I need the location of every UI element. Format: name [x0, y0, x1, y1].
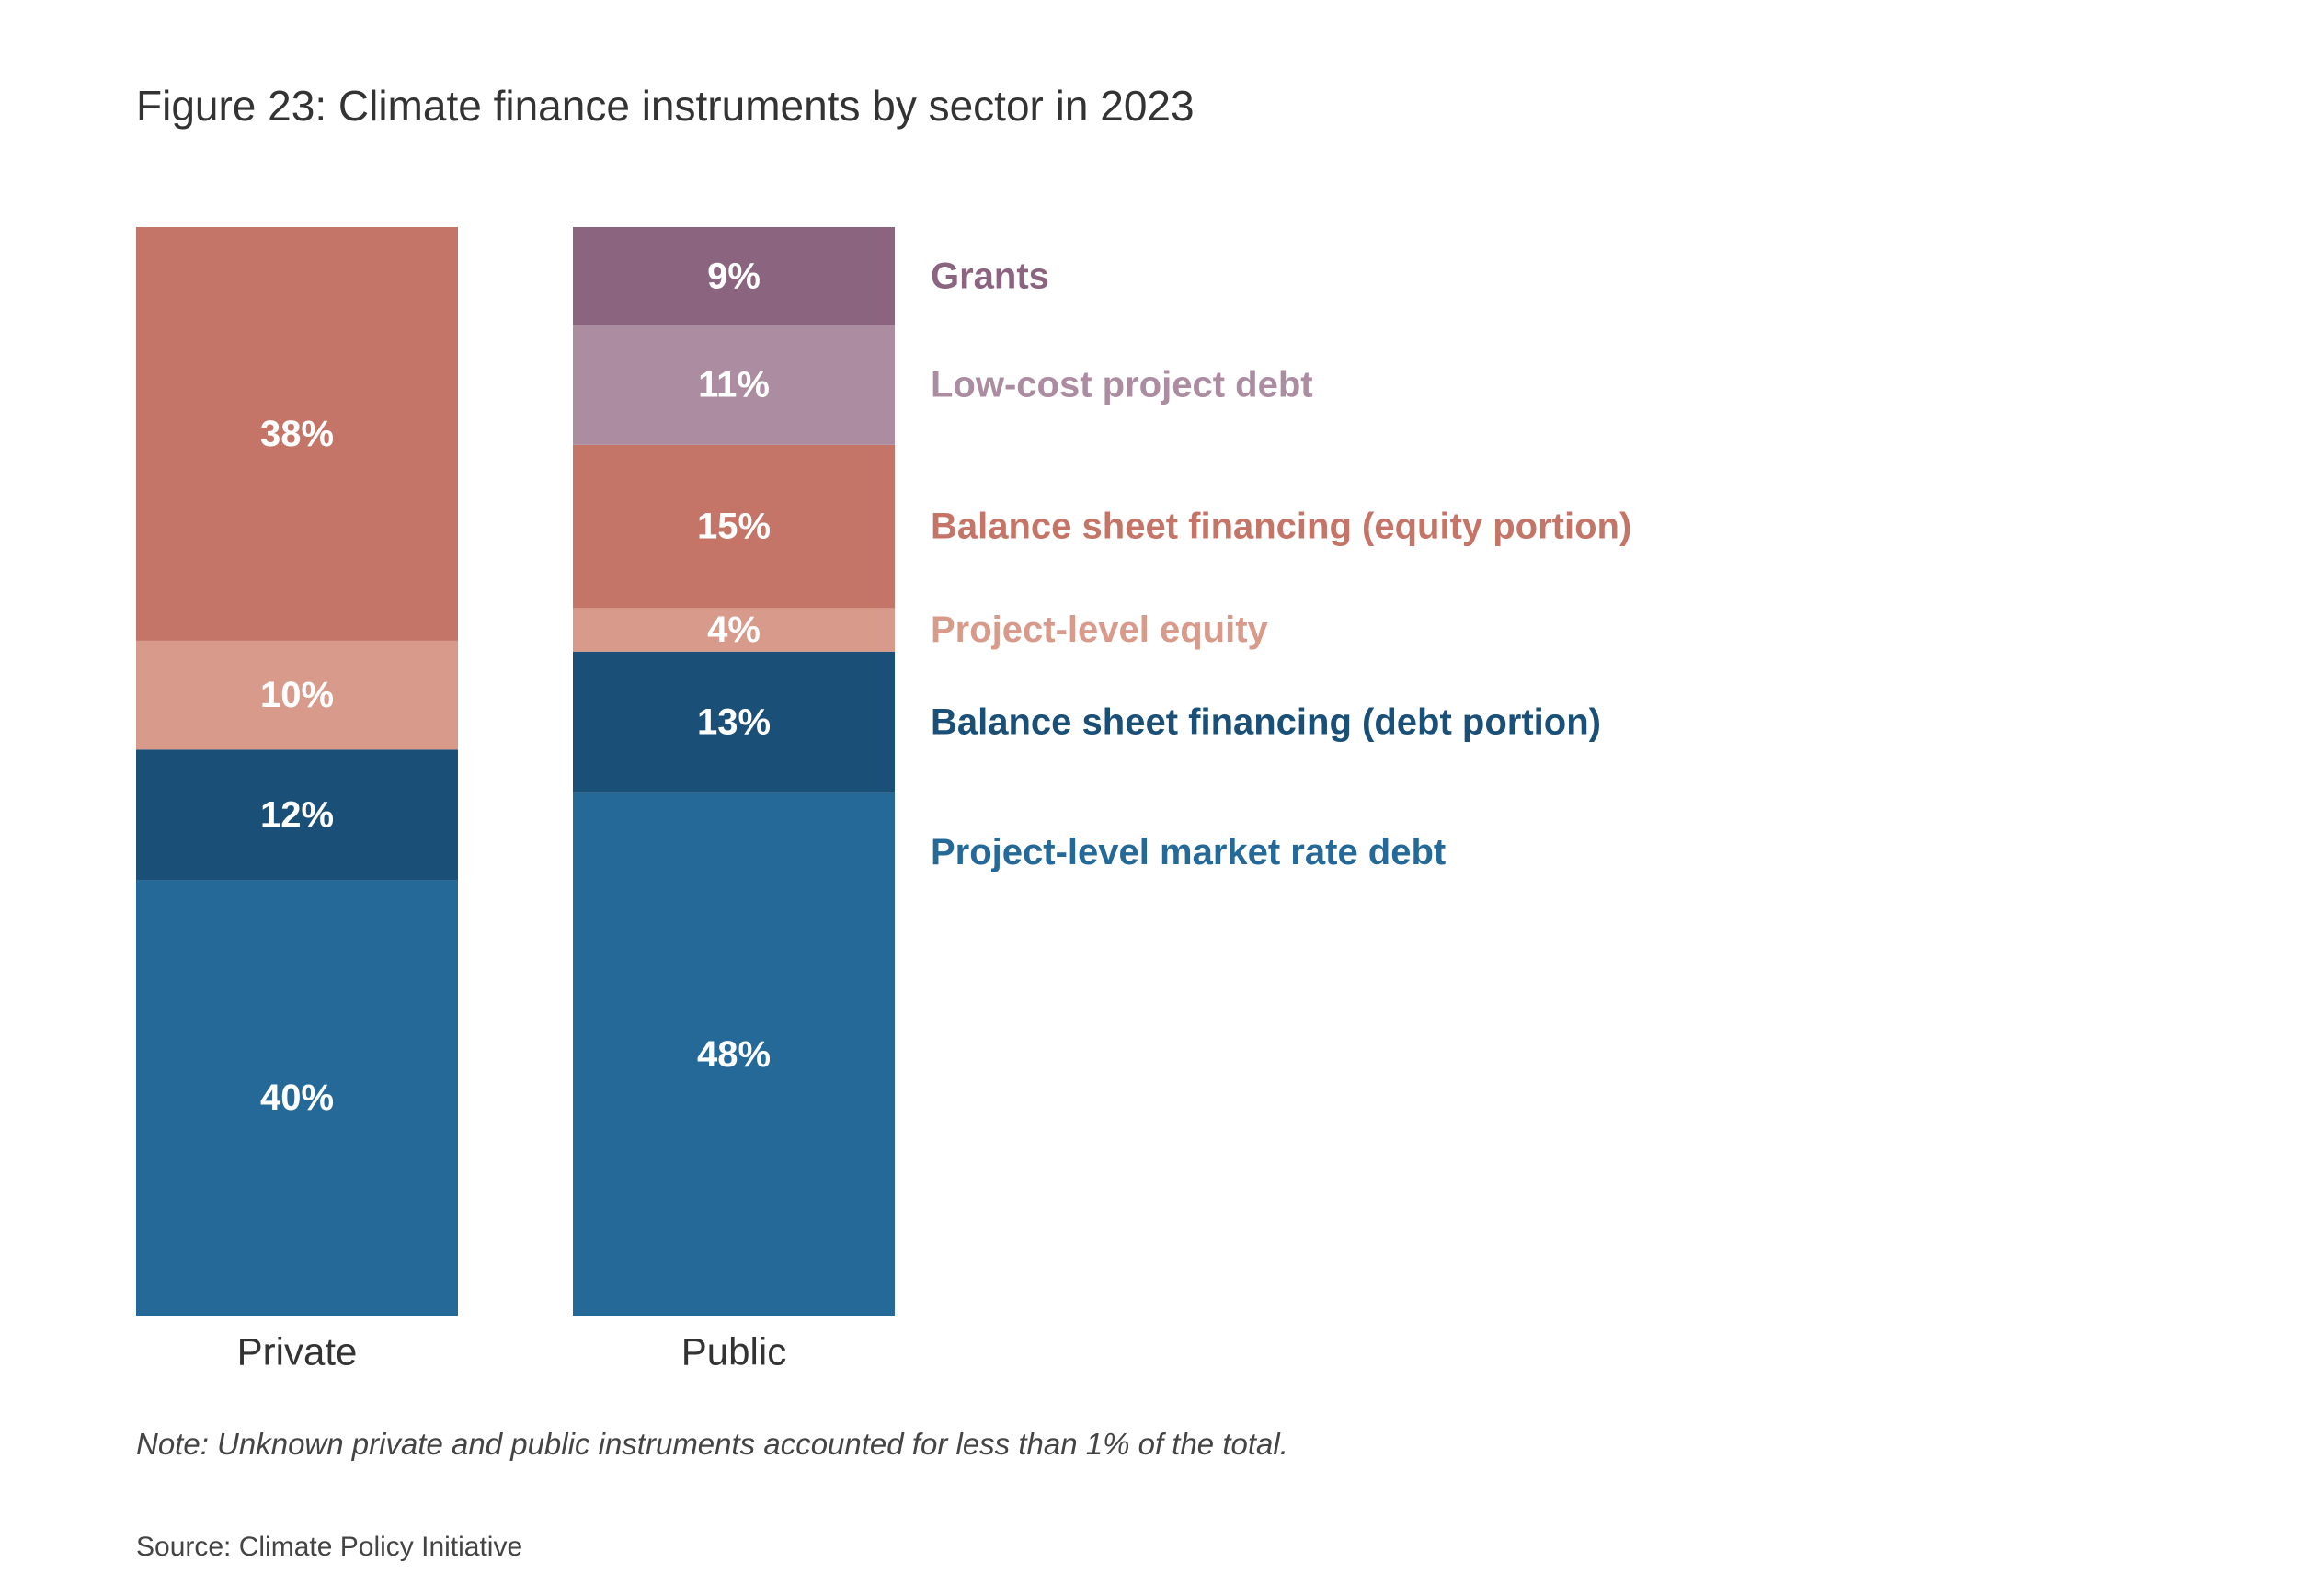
data-label-public-grants: 9% — [707, 256, 761, 296]
data-label-public-balance-sheet-financing-equity-portion: 15% — [697, 507, 771, 547]
segment-labels-group: 40% 12% 10% 38% 48% 13% 4% 15% 11% 9% — [260, 256, 771, 1118]
data-label-private-project-level-equity: 10% — [260, 675, 334, 715]
category-label-public: Public — [681, 1330, 786, 1374]
bar-segment-public-balance-sheet-financing-equity-portion — [573, 444, 895, 609]
data-label-private-project-level-market-rate-debt: 40% — [260, 1077, 334, 1118]
bar-segment-private-project-level-equity — [136, 640, 458, 750]
bar-segment-public-project-level-market-rate-debt — [573, 792, 895, 1316]
bar-segment-private-project-level-market-rate-debt — [136, 880, 458, 1316]
bar-segment-public-low-cost-project-debt — [573, 325, 895, 445]
legend-label-project-level-equity: Project-level equity — [931, 610, 1269, 650]
category-labels-group: Private Public — [237, 1330, 787, 1374]
legend-label-balance-sheet-financing-equity-portion: Balance sheet financing (equity portion) — [931, 507, 1631, 547]
category-label-private: Private — [237, 1330, 358, 1374]
legend-label-balance-sheet-financing-debt-portion: Balance sheet financing (debt portion) — [931, 702, 1601, 743]
bar-segment-private-balance-sheet-financing-equity-portion — [136, 227, 458, 641]
bars-group — [136, 227, 895, 1316]
legend: Grants Low-cost project debt Balance sheet… — [931, 256, 1631, 872]
data-label-public-project-level-market-rate-debt: 48% — [697, 1034, 771, 1075]
chart-source: Source: Climate Policy Initiative — [136, 1532, 523, 1562]
bar-segment-public-project-level-equity — [573, 608, 895, 652]
bar-segment-public-grants — [573, 227, 895, 325]
data-label-private-balance-sheet-financing-equity-portion: 38% — [260, 414, 334, 454]
legend-label-project-level-market-rate-debt: Project-level market rate debt — [931, 832, 1446, 872]
chart-title: Figure 23: Climate finance instruments b… — [136, 82, 1195, 130]
legend-label-grants: Grants — [931, 256, 1049, 296]
data-label-public-project-level-equity: 4% — [707, 610, 761, 650]
data-label-public-low-cost-project-debt: 11% — [698, 365, 770, 405]
bar-segment-public-balance-sheet-financing-debt-portion — [573, 651, 895, 793]
chart-note: Note: Unknown private and public instrum… — [136, 1427, 1288, 1461]
legend-label-low-cost-project-debt: Low-cost project debt — [931, 365, 1313, 405]
data-label-public-balance-sheet-financing-debt-portion: 13% — [697, 702, 771, 743]
bar-segment-private-balance-sheet-financing-debt-portion — [136, 749, 458, 881]
data-label-private-balance-sheet-financing-debt-portion: 12% — [260, 794, 334, 835]
